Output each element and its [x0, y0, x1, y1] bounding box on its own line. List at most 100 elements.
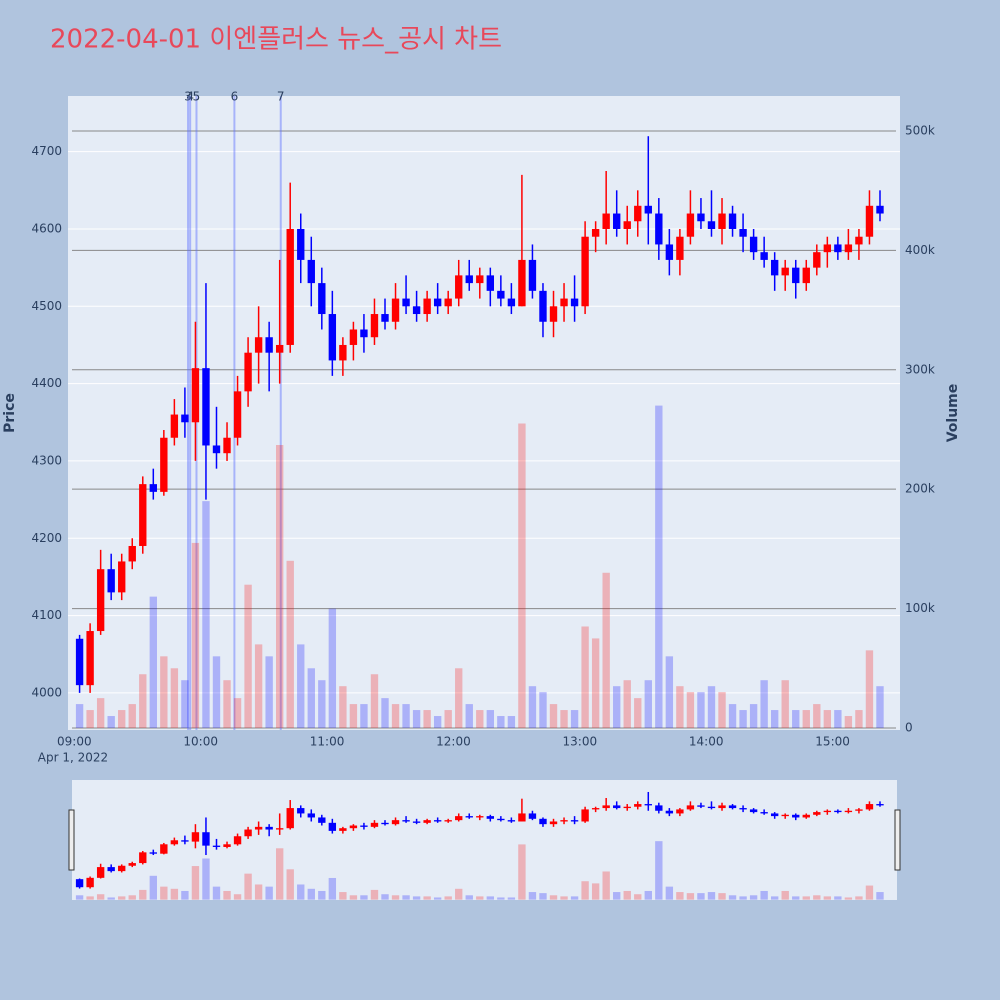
candle-body	[339, 344, 347, 361]
slider-volume-bar	[86, 896, 94, 900]
y-tick-label: 4600	[31, 221, 62, 235]
volume-bar	[370, 674, 379, 728]
slider-volume-bar	[718, 893, 726, 900]
y-tick-label: 4200	[31, 531, 62, 545]
slider-candle	[507, 820, 516, 822]
slider-volume-bar	[149, 875, 157, 900]
slider-candle	[265, 826, 273, 830]
candle-body	[549, 306, 558, 322]
slider-candle	[802, 814, 810, 818]
slider-volume-bar	[613, 892, 621, 900]
candle-body	[570, 298, 579, 307]
slider-volume-bar	[602, 871, 610, 900]
candle-body	[834, 244, 842, 253]
slider-volume-bar	[792, 896, 800, 900]
slider-candle	[402, 820, 410, 822]
slider-volume-bar	[834, 896, 842, 900]
y2-tick-label: 300k	[905, 362, 935, 376]
y-tick-label: 4300	[31, 453, 62, 467]
candle-body	[739, 228, 747, 237]
slider-candle	[318, 817, 326, 823]
volume-bar	[834, 710, 842, 728]
slider-candle	[86, 877, 94, 888]
candle-body	[128, 545, 136, 562]
volume-bar	[591, 638, 600, 728]
candle-body	[118, 561, 126, 593]
candle-body	[423, 298, 431, 315]
slider-volume-bar	[307, 888, 315, 900]
slider-candle	[360, 825, 368, 827]
slider-candle	[707, 806, 716, 809]
slider-volume-bar	[707, 892, 716, 900]
volume-bar	[686, 692, 695, 728]
volume-bar	[476, 710, 484, 728]
candle-body	[149, 484, 157, 492]
slider-volume-bar	[181, 890, 189, 900]
volume-bar	[865, 650, 874, 728]
range-handle[interactable]	[894, 809, 901, 871]
slider-volume-bar	[655, 841, 663, 900]
candle-body	[855, 236, 863, 245]
volume-bar	[781, 680, 789, 728]
candle-body	[718, 213, 726, 229]
slider-volume-bar	[665, 886, 674, 900]
y2-tick-label: 400k	[905, 243, 935, 257]
volume-bar	[170, 668, 179, 728]
candle-body	[349, 329, 358, 345]
candle-body	[865, 205, 874, 237]
slider-candle	[455, 816, 463, 821]
slider-candle	[381, 822, 389, 825]
slider-volume-bar	[391, 895, 400, 900]
slider-volume-bar	[233, 894, 242, 900]
slider-candle	[876, 804, 884, 806]
range-handle[interactable]	[68, 809, 75, 871]
slider-candle	[486, 816, 495, 819]
slider-volume-bar	[697, 893, 705, 900]
volume-bar	[391, 704, 400, 728]
volume-bar	[307, 668, 315, 728]
volume-bar	[623, 680, 631, 728]
candle-body	[444, 298, 452, 307]
volume-bar	[739, 710, 747, 728]
slider-candle	[139, 852, 147, 864]
candle-body	[276, 344, 284, 353]
candle-body	[307, 259, 315, 284]
slider-volume-bar	[549, 895, 558, 900]
volume-bar	[328, 608, 337, 728]
volume-bar	[697, 692, 705, 728]
volume-bar	[823, 710, 832, 728]
y2-tick-label: 200k	[905, 482, 935, 496]
volume-bar	[465, 704, 473, 728]
candle-body	[697, 213, 705, 222]
volume-bar	[128, 704, 136, 728]
slider-candle	[686, 805, 695, 810]
candle-body	[265, 337, 273, 353]
slider-volume-bar	[623, 890, 631, 900]
slider-candle	[476, 816, 484, 818]
slider-candle	[676, 809, 684, 814]
slider-candle	[254, 826, 263, 830]
news-label: 6	[231, 90, 239, 104]
candle-body	[433, 298, 442, 307]
candle-body	[539, 290, 547, 322]
slider-volume-bar	[876, 892, 884, 900]
slider-volume-bar	[244, 873, 252, 900]
y2-tick-label: 100k	[905, 601, 935, 615]
volume-bar	[160, 656, 168, 728]
y2-tick-label: 500k	[905, 123, 935, 137]
slider-candle	[634, 804, 642, 807]
slider-candle	[328, 822, 337, 831]
volume-bar	[75, 704, 84, 728]
slider-candle	[528, 813, 537, 819]
slider-candle	[770, 813, 779, 817]
slider-candle	[96, 867, 105, 878]
candle-body	[634, 205, 642, 222]
volume-bar	[402, 704, 410, 728]
y-tick-label: 4100	[31, 608, 62, 622]
candle-body	[370, 314, 379, 338]
slider-volume-bar	[455, 888, 463, 900]
slider-volume-bar	[560, 896, 568, 900]
slider-volume-bar	[591, 883, 600, 900]
candle-body	[139, 484, 147, 546]
slider-candle	[623, 806, 631, 809]
